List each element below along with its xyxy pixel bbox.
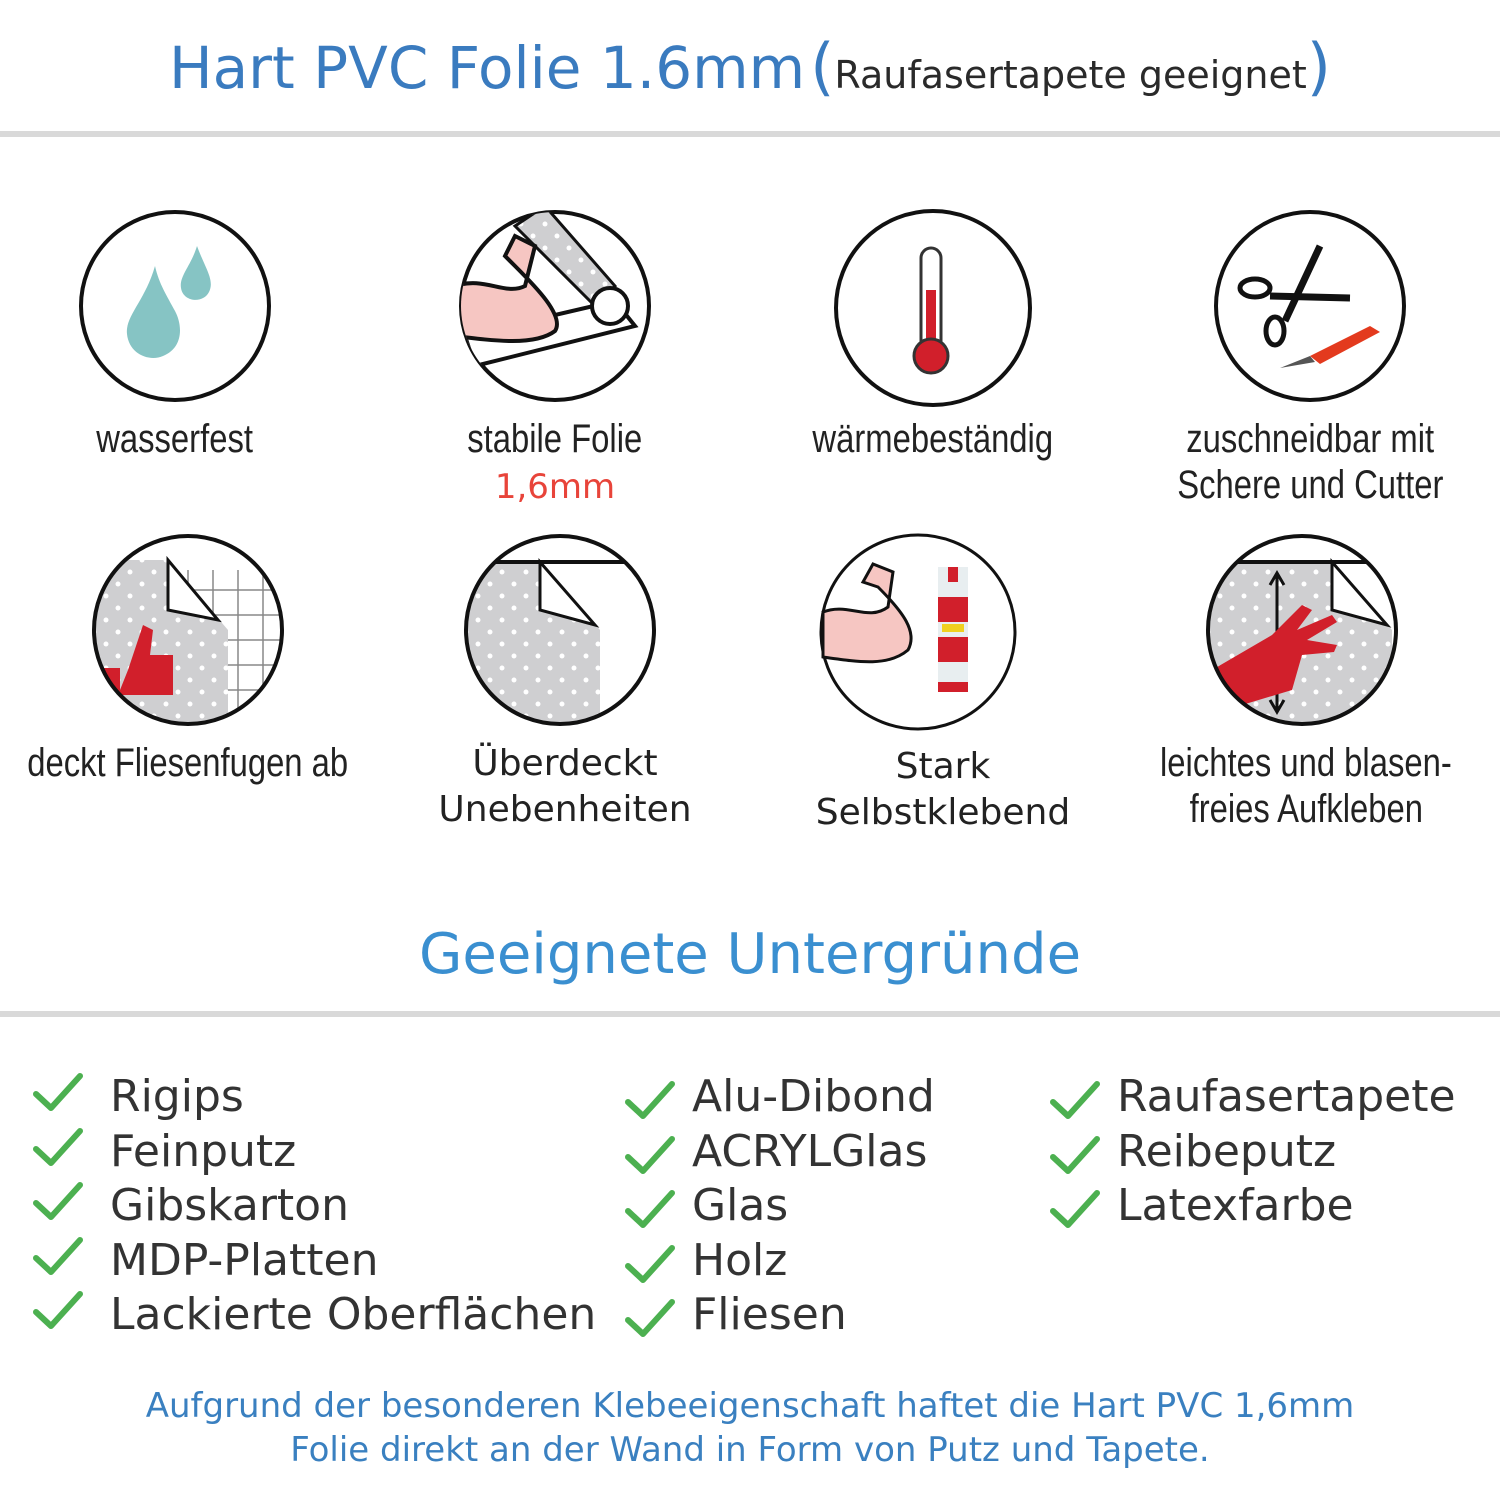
check-icon [1050, 1135, 1100, 1174]
feature-label: Stark Selbstklebend [815, 746, 1071, 833]
footer-line: Aufgrund der besonderen Klebeeigenschaft… [145, 1386, 1355, 1426]
check-icon [625, 1190, 675, 1228]
feature-label: wasserfest [96, 417, 254, 461]
surface-item: Rigips [110, 1071, 244, 1122]
check-icon [625, 1299, 675, 1337]
feature-label: deckt Fliesenfugen ab [27, 741, 349, 785]
feature-label: wärmebeständig [812, 417, 1054, 461]
check-icon [33, 1236, 83, 1275]
surface-item: Alu-Dibond [692, 1071, 935, 1122]
foil-corner-icon [464, 534, 656, 726]
water-drops-icon [79, 210, 271, 402]
check-icon [1050, 1190, 1100, 1228]
surface-item: ACRYLGlas [692, 1125, 928, 1177]
check-icon [33, 1073, 83, 1111]
paren-close: ) [1306, 30, 1331, 103]
tile-cover-thumbs-up-icon [92, 534, 284, 726]
check-icon [33, 1291, 83, 1329]
divider [0, 131, 1500, 137]
feature-label: stabile Folie 1,6mm [467, 417, 643, 507]
title-subtitle: Raufasertapete geeignet [834, 53, 1307, 97]
check-icon [625, 1135, 675, 1174]
surface-item: Gibskarton [110, 1180, 349, 1231]
paren-open: ( [810, 30, 835, 103]
surface-item: Lackierte Oberflächen [110, 1289, 597, 1340]
thickness-value: 1,6mm [494, 467, 616, 507]
feature-label: leichtes und blasen-freies Aufkleben [1160, 741, 1452, 831]
feature-label: zuschneidbar mit Schere und Cutter [1176, 417, 1444, 507]
strong-arm-glue-icon [819, 533, 1017, 731]
scissors-cutter-icon [1214, 210, 1406, 402]
check-icon [1050, 1081, 1100, 1119]
feature-label: Überdeckt Unebenheiten [438, 743, 692, 830]
footer-note: Aufgrund der besonderen Klebeeigenschaft… [0, 1384, 1500, 1472]
page-title: Hart PVC Folie 1.6mm (Raufasertapete gee… [0, 30, 1500, 103]
hand-smoothing-icon [1206, 534, 1398, 726]
title-main: Hart PVC Folie 1.6mm [168, 34, 806, 102]
surface-item: Fliesen [692, 1289, 847, 1340]
thermometer-icon [834, 209, 1032, 407]
surface-item: Glas [692, 1180, 789, 1231]
check-icon [625, 1081, 675, 1119]
divider [0, 1011, 1500, 1017]
section-title: Geeignete Untergründe [418, 922, 1082, 987]
footer-line: Folie direkt an der Wand in Form von Put… [290, 1430, 1210, 1470]
surface-item: Raufasertapete [1117, 1071, 1456, 1122]
surface-item: Latexfarbe [1117, 1180, 1354, 1231]
surface-item: Reibeputz [1117, 1125, 1337, 1177]
check-icon [625, 1244, 675, 1283]
surface-item: Feinputz [110, 1125, 297, 1177]
strong-arm-foil-icon [459, 210, 651, 402]
surface-item: Holz [692, 1234, 788, 1286]
surface-item: MDP-Platten [110, 1234, 379, 1286]
check-icon [33, 1127, 83, 1166]
check-icon [33, 1182, 83, 1220]
